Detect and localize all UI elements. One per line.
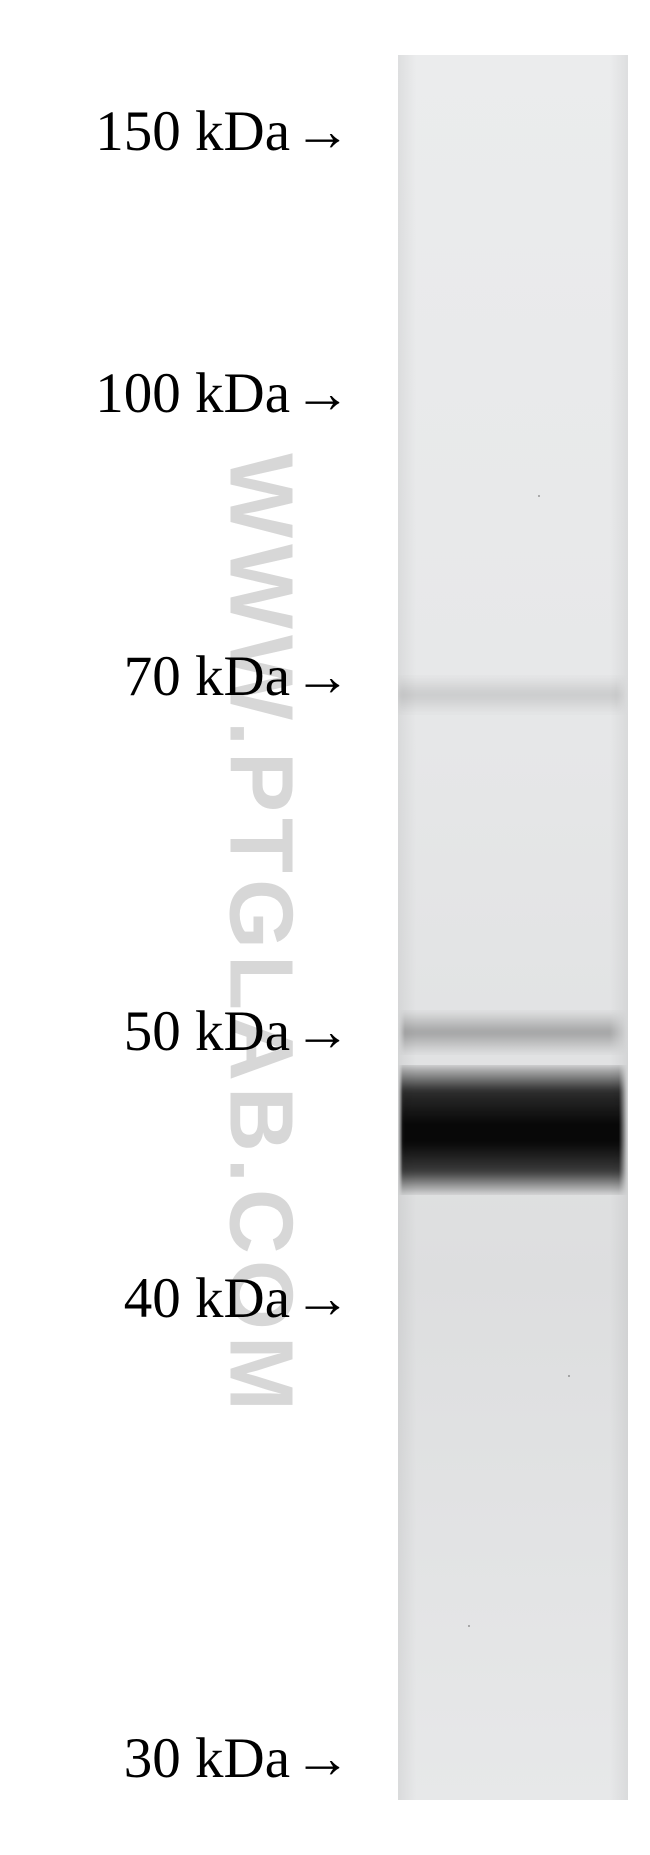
- marker-label: 70 kDa: [0, 644, 290, 709]
- marker-row: 150 kDa→: [0, 99, 351, 164]
- arrow-icon: →: [290, 999, 351, 1064]
- marker-label: 40 kDa: [0, 1266, 290, 1331]
- speck: [568, 1375, 570, 1377]
- lane-edge-shadow: [398, 55, 628, 1800]
- speck: [468, 1625, 470, 1627]
- arrow-icon: →: [290, 644, 351, 709]
- arrow-icon: →: [290, 1726, 351, 1791]
- marker-row: 70 kDa→: [0, 644, 351, 709]
- marker-label: 100 kDa: [0, 361, 290, 426]
- marker-label: 150 kDa: [0, 99, 290, 164]
- arrow-icon: →: [290, 99, 351, 164]
- blot-lane: [398, 55, 628, 1800]
- marker-label: 30 kDa: [0, 1726, 290, 1791]
- figure-container: WWW.PTGLAB.COM 150 kDa→100 kDa→70 kDa→50…: [0, 0, 650, 1855]
- marker-row: 40 kDa→: [0, 1266, 351, 1331]
- marker-row: 100 kDa→: [0, 361, 351, 426]
- marker-row: 50 kDa→: [0, 999, 351, 1064]
- speck: [538, 495, 540, 497]
- marker-row: 30 kDa→: [0, 1726, 351, 1791]
- marker-label: 50 kDa: [0, 999, 290, 1064]
- arrow-icon: →: [290, 361, 351, 426]
- arrow-icon: →: [290, 1266, 351, 1331]
